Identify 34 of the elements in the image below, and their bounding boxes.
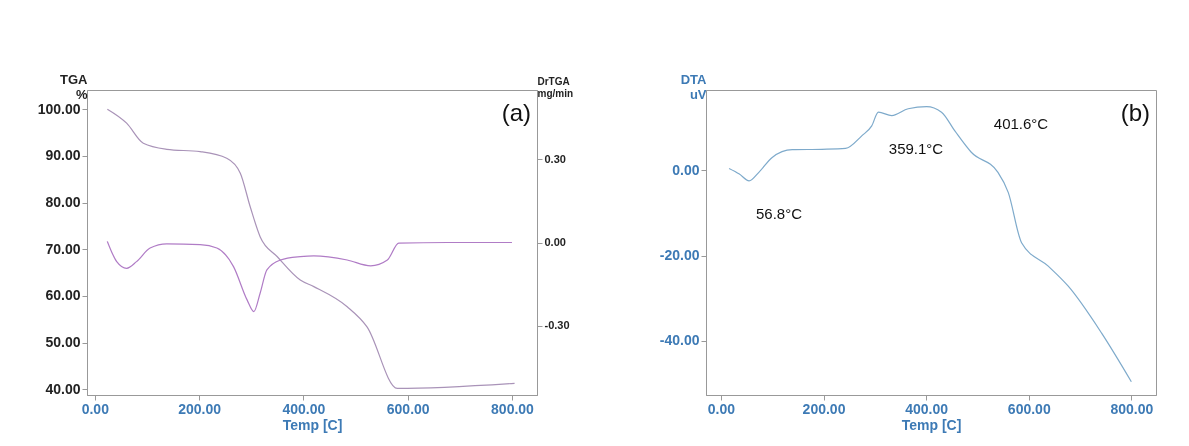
y-tick-label: 40.00	[45, 380, 81, 397]
y-tick-label: 90.00	[45, 147, 81, 164]
x-tick-label: 0.00	[81, 400, 110, 417]
annotation: 56.8°C	[755, 205, 803, 222]
x-tick-label: 400.00	[282, 400, 326, 417]
y-tick-label: 0.00	[672, 161, 700, 178]
x-tick-label: 200.00	[802, 400, 846, 417]
y2-tick-label: -0.30	[544, 319, 570, 332]
annotation: 401.6°C	[993, 115, 1049, 132]
x-tick-label: 0.00	[707, 400, 736, 417]
y2-tick-label: 0.00	[544, 236, 566, 248]
x-axis-title: Temp [C]	[282, 416, 343, 433]
annotation: (b)	[1120, 99, 1150, 126]
x-tick-label: 400.00	[905, 400, 949, 417]
x-tick-label: 600.00	[386, 400, 430, 417]
annotation: 359.1°C	[888, 140, 944, 157]
y-tick-label: -40.00	[659, 332, 700, 349]
y-tick-label: -20.00	[659, 247, 700, 264]
annotation: (a)	[501, 99, 531, 126]
y-tick-label: 50.00	[45, 334, 81, 351]
y-axis-title: TGA %	[60, 71, 89, 102]
y-tick-label: 80.00	[45, 194, 81, 211]
x-tick-label: 600.00	[1007, 400, 1051, 417]
x-tick-label: 800.00	[1110, 400, 1154, 417]
x-tick-label: 200.00	[178, 400, 222, 417]
x-axis-title: Temp [C]	[901, 416, 962, 433]
y-axis-title: DTA uV	[680, 71, 708, 102]
y-tick-label: 60.00	[45, 287, 81, 304]
y2-tick-label: 0.30	[544, 152, 566, 165]
line-series	[106, 240, 513, 313]
x-tick-label: 800.00	[491, 400, 535, 417]
y-tick-label: 100.00	[37, 100, 81, 117]
y-tick-label: 70.00	[45, 240, 81, 257]
y2-axis-title: DrTGA mg/min	[537, 75, 574, 99]
